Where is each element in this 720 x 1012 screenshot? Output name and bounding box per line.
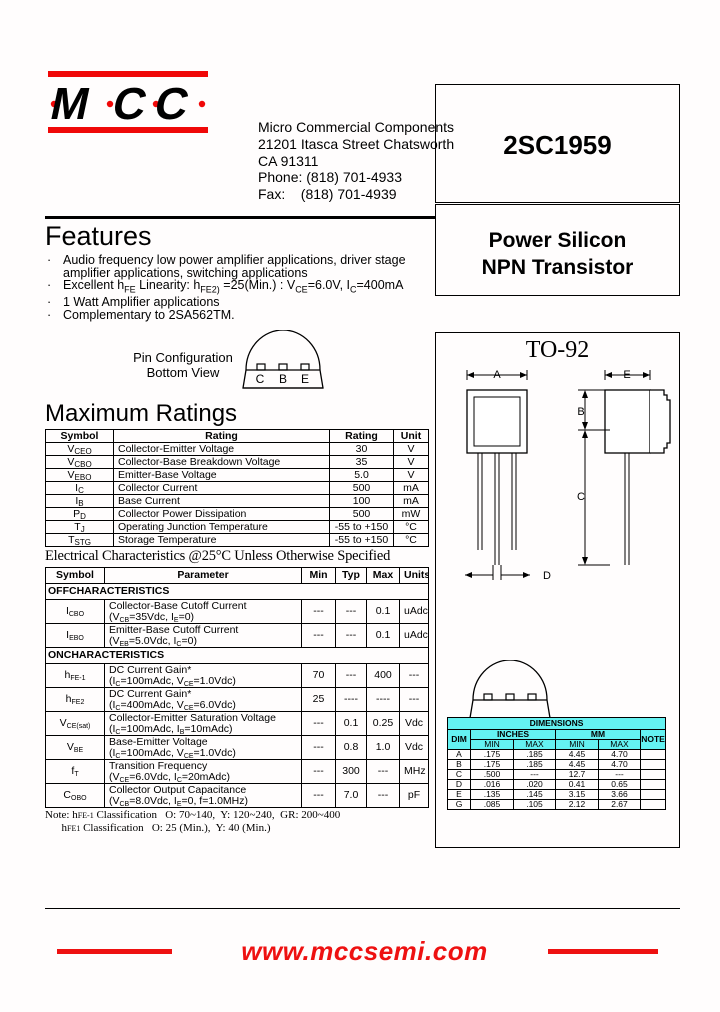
svg-text:A: A — [493, 369, 501, 381]
svg-text:B: B — [279, 372, 287, 386]
svg-text:B: B — [577, 406, 584, 418]
svg-text:M: M — [48, 78, 95, 128]
svg-text:C: C — [108, 78, 151, 128]
svg-text:C: C — [150, 78, 193, 128]
svg-text:E: E — [623, 369, 630, 381]
svg-text:C: C — [577, 491, 585, 503]
svg-text:C: C — [256, 372, 265, 386]
svg-text:E: E — [301, 372, 309, 386]
svg-text:D: D — [543, 570, 551, 582]
